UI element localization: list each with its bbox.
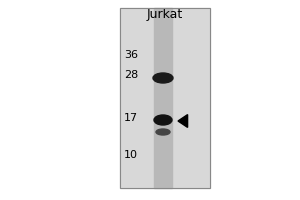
Text: Jurkat: Jurkat	[147, 8, 183, 21]
Ellipse shape	[156, 129, 170, 135]
Bar	[120, 8, 210, 188]
Text: 10: 10	[124, 150, 138, 160]
Text: 36: 36	[124, 50, 138, 60]
Ellipse shape	[154, 115, 172, 125]
Text: 17: 17	[124, 113, 138, 123]
Polygon shape	[178, 115, 188, 127]
Bar	[154, 8, 172, 188]
Ellipse shape	[153, 73, 173, 83]
Bar	[120, 8, 210, 188]
Text: 28: 28	[124, 70, 138, 80]
